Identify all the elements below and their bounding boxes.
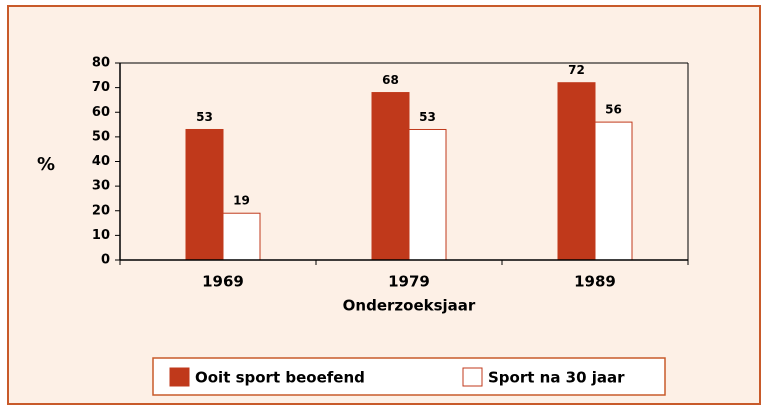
bar	[185, 128, 224, 261]
bar	[371, 92, 410, 261]
x-tick-label: 1979	[388, 273, 430, 291]
x-axis-label: Onderzoeksjaar	[343, 297, 476, 315]
y-tick-label: 0	[101, 253, 110, 268]
bar	[557, 82, 596, 261]
legend-label: Sport na 30 jaar	[488, 369, 625, 387]
legend	[152, 357, 666, 396]
bar	[222, 212, 261, 261]
legend-swatch	[462, 367, 483, 387]
value-label: 68	[382, 73, 399, 87]
legend-label: Ooit sport beoefend	[195, 369, 365, 387]
x-tick-label: 1969	[202, 273, 244, 291]
y-tick-label: 20	[92, 203, 110, 218]
y-tick-label: 30	[92, 179, 110, 194]
y-tick-label: 10	[92, 228, 110, 243]
value-label: 53	[196, 110, 213, 124]
value-label: 53	[419, 110, 436, 124]
y-tick-label: 60	[92, 105, 110, 120]
y-tick-label: 40	[92, 154, 110, 169]
value-label: 19	[233, 194, 250, 208]
x-tick-label: 1989	[574, 273, 616, 291]
y-tick-label: 80	[92, 56, 110, 71]
bar	[594, 121, 633, 261]
legend-swatch	[169, 367, 190, 387]
y-tick-label: 70	[92, 80, 110, 95]
bar	[408, 128, 447, 261]
value-label: 56	[605, 103, 622, 117]
value-label: 72	[568, 63, 585, 77]
y-axis-label: %	[37, 154, 55, 175]
y-tick-label: 50	[92, 129, 110, 144]
